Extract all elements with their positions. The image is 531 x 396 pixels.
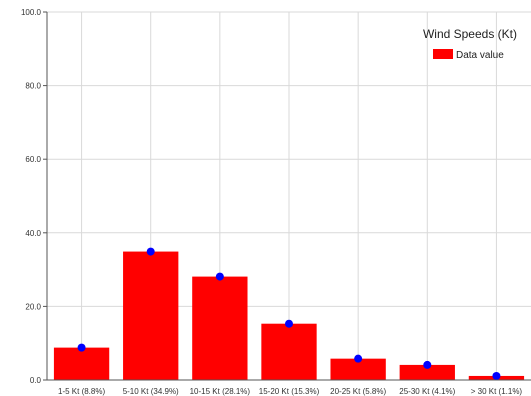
gridlines <box>47 11 531 381</box>
value-marker <box>423 360 432 369</box>
value-marker <box>215 272 224 281</box>
y-axis: 0.0 20.0 40.0 60.0 80.0 100.0 <box>21 8 48 385</box>
y-tick-label: 20.0 <box>25 302 41 311</box>
x-tick-label: 1-5 Kt (8.8%) <box>58 387 105 396</box>
legend: Wind Speeds (Kt) Data value <box>423 27 517 61</box>
value-marker <box>146 247 155 256</box>
y-tick-label: 40.0 <box>25 229 41 238</box>
x-tick-label: 20-25 Kt (5.8%) <box>330 387 386 396</box>
legend-swatch <box>433 49 453 59</box>
value-marker <box>285 319 293 328</box>
x-tick-label: > 30 Kt (1.1%) <box>471 387 523 396</box>
legend-title: Wind Speeds (Kt) <box>423 27 517 41</box>
bar <box>261 323 317 380</box>
x-tick-label: 10-15 Kt (28.1%) <box>190 387 251 396</box>
value-marker <box>492 371 501 380</box>
x-axis: 1-5 Kt (8.8%) 5-10 Kt (34.9%) 10-15 Kt (28… <box>47 379 531 396</box>
y-tick-label: 0.0 <box>30 376 42 385</box>
x-tick-label: 25-30 Kt (4.1%) <box>399 387 455 396</box>
bars <box>53 251 525 380</box>
bar <box>192 276 248 380</box>
bar <box>53 347 110 380</box>
value-marker <box>354 354 363 363</box>
y-tick-label: 80.0 <box>25 82 41 91</box>
x-tick-label: 5-10 Kt (34.9%) <box>123 387 179 396</box>
y-tick-label: 100.0 <box>21 8 42 17</box>
bar <box>123 251 179 380</box>
bar <box>330 358 386 380</box>
bar <box>399 364 455 380</box>
value-marker <box>77 343 86 352</box>
legend-label: Data value <box>456 50 504 61</box>
x-tick-label: 15-20 Kt (15.3%) <box>259 387 320 396</box>
value-markers <box>77 247 501 380</box>
y-tick-label: 60.0 <box>25 155 41 164</box>
